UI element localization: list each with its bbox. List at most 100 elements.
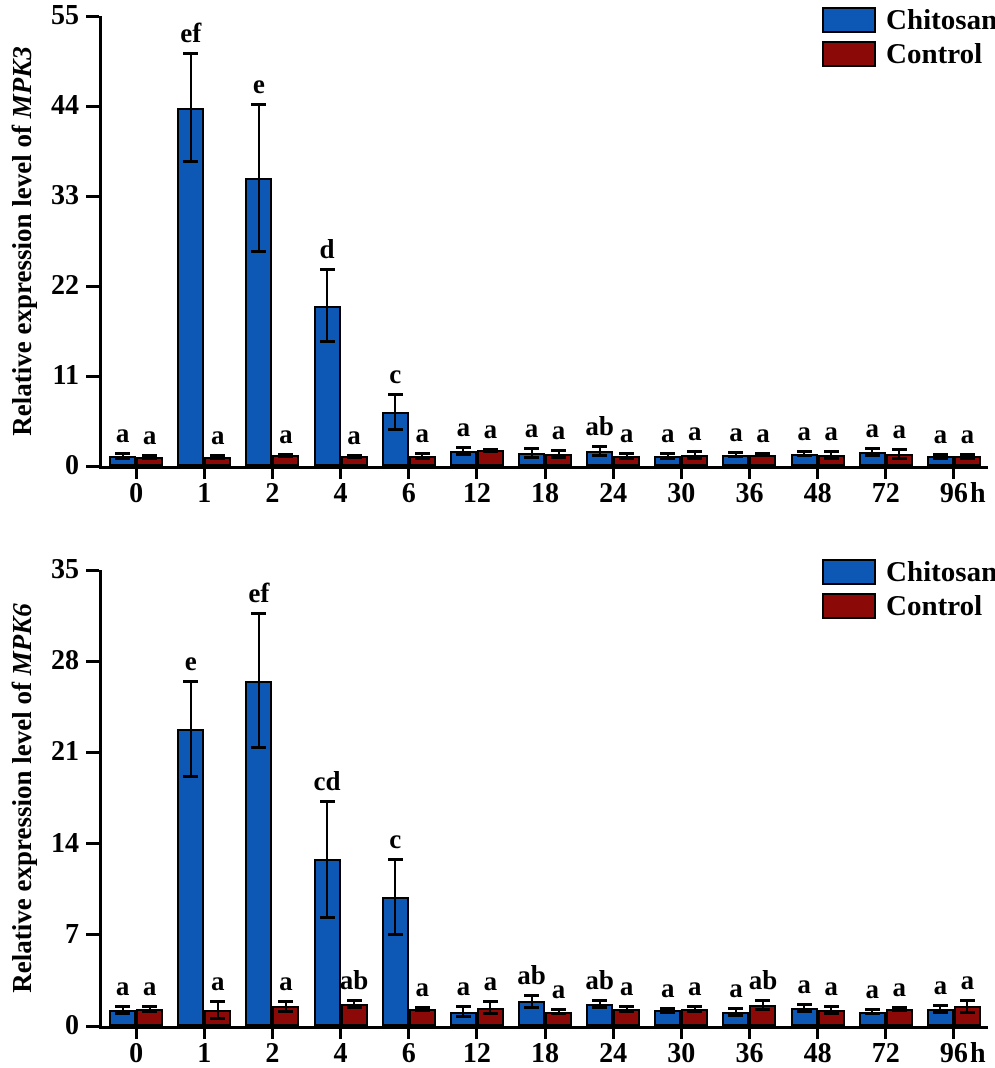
x-tick-mark xyxy=(202,466,206,479)
error-bar-cap-top xyxy=(115,451,131,455)
x-tick-label: 4 xyxy=(333,478,348,509)
error-bar-cap-top xyxy=(524,993,539,997)
error-bar-cap-top xyxy=(728,451,744,455)
error-bar-line xyxy=(830,451,833,460)
bar-chitosan-1h xyxy=(177,107,205,466)
error-bar-cap-bottom xyxy=(346,455,362,459)
significance-letter: a xyxy=(347,419,361,450)
x-tick-mark xyxy=(816,466,820,479)
x-tick-label: 1 xyxy=(197,1038,212,1068)
y-tick-label: 28 xyxy=(51,645,79,677)
error-bar-cap-bottom xyxy=(959,456,975,460)
significance-letter: ab xyxy=(585,964,614,995)
x-tick-label: 6 xyxy=(401,1038,416,1068)
error-bar-cap-bottom xyxy=(932,1010,948,1014)
error-bar-line xyxy=(803,451,806,457)
x-tick-label: 36 xyxy=(735,1038,764,1068)
significance-letter: d xyxy=(319,233,335,264)
y-tick-label: 0 xyxy=(65,450,79,481)
x-tick-label: 96 xyxy=(939,478,968,509)
legend-label-control: Control xyxy=(886,38,983,70)
significance-letter: a xyxy=(524,413,539,443)
error-bar-line xyxy=(803,1003,806,1012)
error-bar-cap-bottom xyxy=(251,746,267,750)
x-tick-mark xyxy=(475,466,479,479)
error-bar-cap-top xyxy=(142,1005,158,1009)
error-bar-line xyxy=(284,1001,287,1012)
error-bar-cap-top xyxy=(932,1004,948,1008)
legend-mpk3: Chitosan Control xyxy=(822,0,995,100)
significance-letter: e xyxy=(184,645,197,676)
error-bar-cap-top xyxy=(891,1006,907,1010)
error-bar-cap-top xyxy=(387,858,403,862)
significance-letter: a xyxy=(115,971,130,1002)
error-bar-cap-top xyxy=(755,451,771,455)
error-bar-cap-bottom xyxy=(115,457,131,461)
significance-letter: e xyxy=(252,69,265,100)
x-tick-mark xyxy=(270,1026,274,1039)
error-bar-line xyxy=(966,453,969,459)
error-bar-cap-top xyxy=(115,1005,131,1009)
x-tick-mark xyxy=(339,466,343,479)
error-bar-cap-top xyxy=(251,611,267,615)
significance-letter: a xyxy=(619,417,634,448)
error-bar-cap-bottom xyxy=(387,428,403,431)
error-bar-cap-top xyxy=(959,998,975,1002)
y-tick-mark xyxy=(86,104,99,108)
significance-letter: a xyxy=(210,420,225,451)
x-tick-mark xyxy=(952,1026,956,1039)
significance-letter: a xyxy=(619,970,634,1001)
error-bar-cap-top xyxy=(482,447,498,451)
error-bar-cap-top xyxy=(346,453,362,457)
error-bar-line xyxy=(939,1005,942,1013)
plot-area-mpk3: 0 11 22 33 44 55 0 a a 1 ef a 2 e a 4 d a 6 c a 12 a a 18 a a 24 ab a… xyxy=(51,0,988,508)
error-bar-cap-top xyxy=(864,1008,880,1012)
x-tick-label: 48 xyxy=(803,1038,832,1068)
significance-letter: cd xyxy=(313,765,341,796)
significance-letter: a xyxy=(483,413,498,444)
significance-letter: a xyxy=(688,970,702,1001)
y-tick-mark xyxy=(86,14,99,18)
error-bar-line xyxy=(666,1007,669,1013)
error-bar-cap-bottom xyxy=(115,1012,131,1016)
significance-letter: a xyxy=(824,416,838,447)
error-bar-cap-bottom xyxy=(755,454,771,458)
x-tick-mark xyxy=(747,1026,751,1039)
error-bar-cap-top xyxy=(823,450,839,454)
y-tick-mark xyxy=(86,194,99,198)
error-bar-line xyxy=(257,612,260,749)
legend-label-chitosan: Chitosan xyxy=(886,4,995,36)
significance-letter: a xyxy=(142,971,157,1002)
significance-letter: a xyxy=(210,966,225,997)
error-bar-cap-bottom xyxy=(891,1009,907,1013)
x-tick-mark xyxy=(543,1026,547,1039)
significance-letter: a xyxy=(865,974,880,1005)
error-bar-cap-top xyxy=(660,451,676,455)
error-bar-cap-bottom xyxy=(278,455,294,458)
x-tick-label: 18 xyxy=(531,1038,559,1068)
error-bar-cap-top xyxy=(755,998,771,1002)
y-tick-mark xyxy=(86,750,99,754)
error-bar-cap-top xyxy=(455,1005,471,1009)
x-tick-label: 96 xyxy=(939,1038,968,1068)
legend-mpk6: Chitosan Control xyxy=(822,534,995,634)
y-axis-label-mpk3: Relative expression level of MPK3 xyxy=(5,0,39,501)
error-bar-cap-bottom xyxy=(210,1017,226,1021)
error-bar-line xyxy=(121,452,124,460)
legend-item-control: Control xyxy=(822,590,982,622)
error-bar-line xyxy=(353,999,356,1008)
error-bar-line xyxy=(530,994,533,1008)
error-bar-cap-bottom xyxy=(551,1012,566,1016)
error-bar-cap-top xyxy=(823,1005,839,1009)
x-tick-label: 30 xyxy=(667,478,696,509)
significance-letter: a xyxy=(661,417,675,448)
error-bar-line xyxy=(871,1009,874,1015)
y-tick-label: 7 xyxy=(65,918,79,950)
error-bar-cap-top xyxy=(142,454,158,458)
error-bar-cap-bottom xyxy=(551,455,566,459)
error-bar-line xyxy=(462,447,465,456)
significance-letter: a xyxy=(415,972,429,1003)
x-tick-label: 1 xyxy=(197,478,212,509)
y-tick-mark xyxy=(86,568,99,572)
x-tick-mark xyxy=(884,1026,888,1039)
